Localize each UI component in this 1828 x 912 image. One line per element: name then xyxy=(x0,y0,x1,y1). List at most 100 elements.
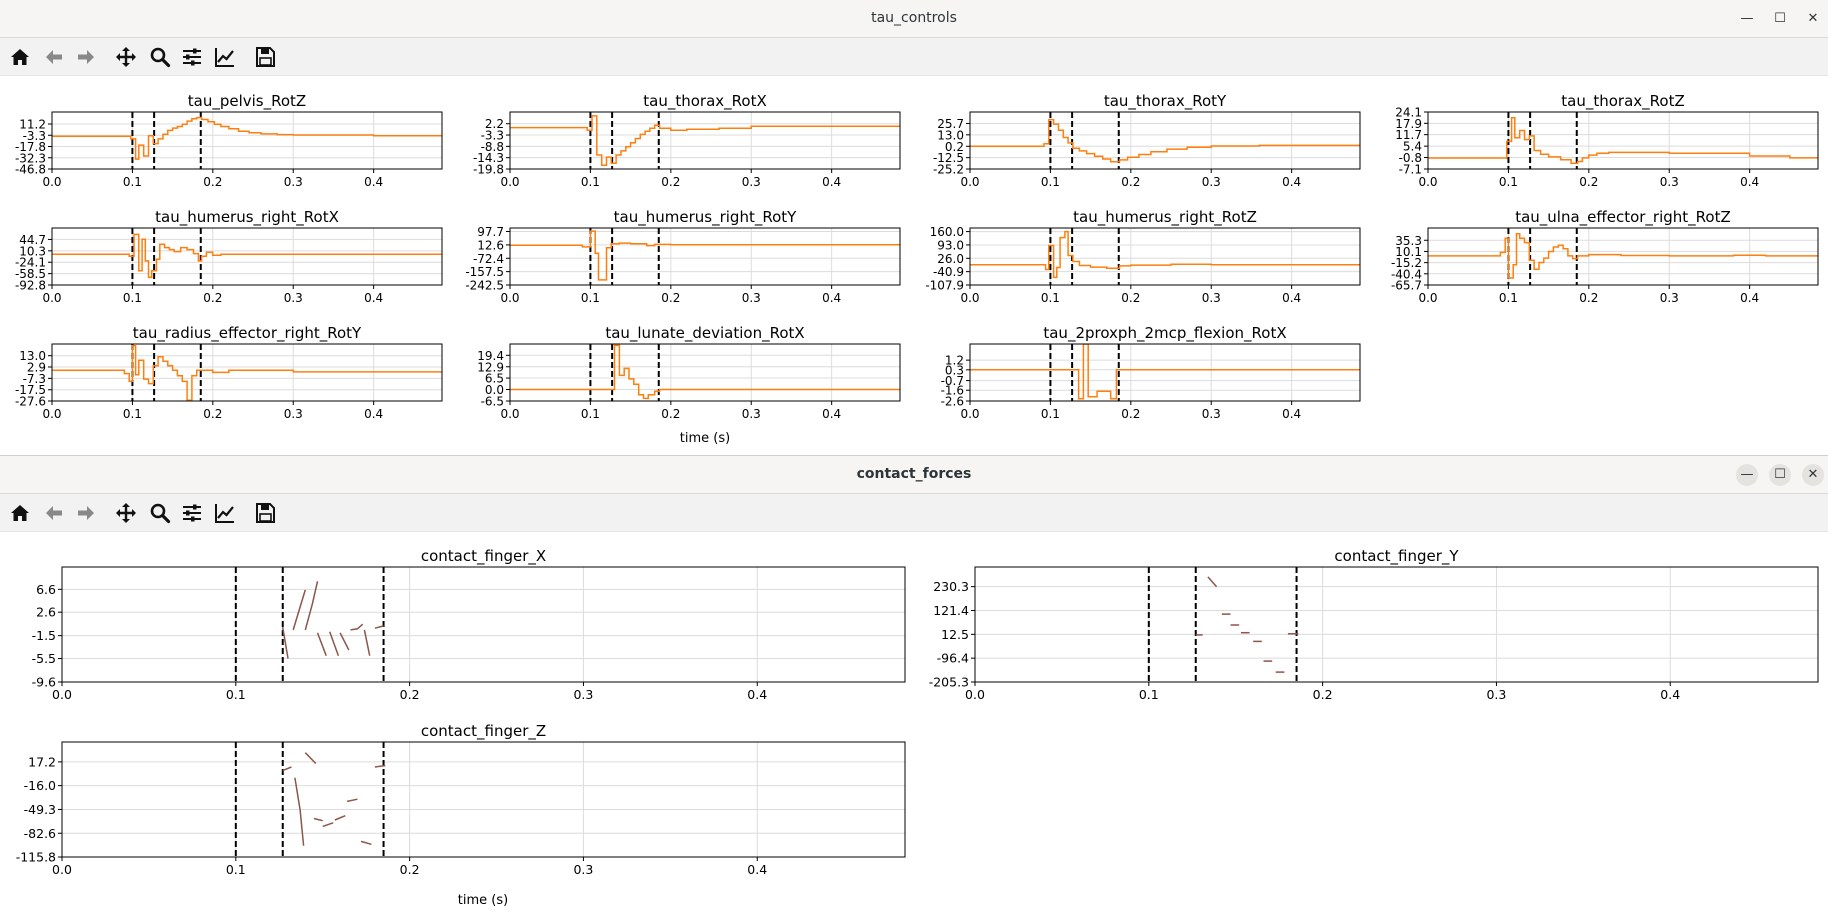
y-tick-label: -24.1 xyxy=(15,256,46,270)
edit-axis-icon xyxy=(215,504,234,523)
axes-frame xyxy=(509,227,901,286)
axes-frame xyxy=(969,227,1361,286)
close-button[interactable]: ✕ xyxy=(1807,11,1819,26)
y-tick-label: 2.6 xyxy=(36,605,56,620)
subplot-title: tau_lunate_deviation_RotX xyxy=(605,324,804,343)
configure-subplots-icon xyxy=(183,504,201,522)
series-line xyxy=(970,118,1360,163)
x-tick-label: 0.2 xyxy=(203,175,222,189)
y-tick-label: 97.7 xyxy=(477,225,504,239)
x-tick-label: 0.2 xyxy=(661,407,680,421)
x-tick-label: 0.3 xyxy=(284,175,303,189)
series-segment xyxy=(360,840,372,846)
subplot-title: contact_finger_X xyxy=(421,547,546,566)
y-tick-label: -157.5 xyxy=(465,265,504,279)
x-tick-label: 0.3 xyxy=(1660,175,1679,189)
configure-subplots-button[interactable] xyxy=(178,43,206,71)
y-tick-label: 93.0 xyxy=(937,238,964,252)
subplot-title: tau_2proxph_2mcp_flexion_RotX xyxy=(1043,324,1286,343)
title-bar[interactable]: tau_controls — ☐ ✕ xyxy=(0,0,1828,38)
zoom-icon xyxy=(150,503,171,524)
y-tick-label: -19.8 xyxy=(473,163,504,177)
title-bar[interactable]: contact_forces — ☐ ✕ xyxy=(0,456,1828,494)
y-tick-label: 17.9 xyxy=(1395,117,1422,131)
close-button[interactable]: ✕ xyxy=(1796,456,1828,493)
home-button[interactable] xyxy=(6,499,34,527)
y-tick-label: 5.4 xyxy=(1403,140,1422,154)
axes-frame xyxy=(1427,111,1819,170)
tau-controls-figure[interactable]: 0.0 0.1 0.2 0.3 0.411.2-3.3-17.8-32.3-46.8ta… xyxy=(0,76,1828,456)
axes-frame xyxy=(1427,227,1819,286)
y-tick-label: -2.6 xyxy=(941,395,964,409)
edit-axis-button[interactable] xyxy=(211,43,239,71)
series-line xyxy=(52,233,442,279)
back-button[interactable] xyxy=(40,43,68,71)
pan-icon xyxy=(116,47,136,67)
back-button[interactable] xyxy=(40,499,68,527)
pan-button[interactable] xyxy=(112,43,140,71)
plot-area xyxy=(510,228,900,285)
contact-forces-figure[interactable]: 0.0 0.1 0.2 0.3 0.4 6.6 2.6 -1.5 -5.5 -9.6 contact… xyxy=(0,532,1828,912)
x-tick-label: 0.4 xyxy=(822,407,841,421)
edit-axis-button[interactable] xyxy=(211,499,239,527)
subplot-title: tau_ulna_effector_right_RotZ xyxy=(1515,208,1731,227)
figure-canvas[interactable]: 0.0 0.1 0.2 0.3 0.4 11.2 -3.3 -17.8 -32.3 -46.8 ta… xyxy=(0,76,1828,456)
figure-canvas[interactable]: 0.0 0.1 0.2 0.3 0.4 6.6 2.6 -1.5 -5.5 -9.6 contact… xyxy=(0,532,1828,912)
configure-subplots-button[interactable] xyxy=(178,499,206,527)
y-tick-label: 10.3 xyxy=(19,244,46,258)
series-segment xyxy=(363,629,371,656)
forward-button[interactable] xyxy=(72,43,100,71)
series-segment xyxy=(294,777,305,846)
save-button[interactable] xyxy=(251,499,279,527)
x-tick-label: 0.4 xyxy=(1740,175,1759,189)
y-tick-label: -14.3 xyxy=(473,151,504,165)
x-tick-label: 0.4 xyxy=(747,862,767,877)
y-tick-label: -3.3 xyxy=(23,129,46,143)
subplot: 0.0 0.1 0.2 0.3 0.4 6.6 2.6 -1.5 -5.5 -9.6 contact… xyxy=(32,547,906,702)
series-segment xyxy=(292,589,307,631)
zoom-button[interactable] xyxy=(146,499,174,527)
y-tick-label: -8.8 xyxy=(481,140,504,154)
plot-area xyxy=(970,344,1360,401)
y-tick-label: 121.4 xyxy=(933,603,969,618)
subplot: 0.0 0.1 0.2 0.3 0.41.20.3-0.7-1.6-2.6tau_2pr… xyxy=(941,324,1361,421)
back-icon xyxy=(46,50,62,64)
x-tick-label: 0.0 xyxy=(42,407,61,421)
pan-button[interactable] xyxy=(112,499,140,527)
y-tick-label: -12.5 xyxy=(933,151,964,165)
x-tick-label: 0.4 xyxy=(822,291,841,305)
x-tick-label: 0.4 xyxy=(822,175,841,189)
home-button[interactable] xyxy=(6,43,34,71)
minimize-button[interactable]: — xyxy=(1740,11,1754,26)
subplot: 0.0 0.1 0.2 0.3 0.4 13.02.9-7.3-17.5-27.6 tau_… xyxy=(15,324,443,421)
y-tick-label: -15.2 xyxy=(1391,256,1422,270)
y-tick-label: -115.8 xyxy=(16,850,56,865)
home-icon xyxy=(11,49,29,65)
plot-area xyxy=(970,228,1360,285)
subplot-title: tau_radius_effector_right_RotY xyxy=(133,324,362,343)
y-tick-label: -27.6 xyxy=(15,395,46,409)
save-button[interactable] xyxy=(251,43,279,71)
x-tick-label: 0.0 xyxy=(1418,291,1437,305)
plot-area xyxy=(1428,112,1818,169)
x-tick-label: 0.1 xyxy=(226,862,246,877)
axes-frame xyxy=(509,343,901,402)
x-tick-label: 0.3 xyxy=(284,291,303,305)
zoom-button[interactable] xyxy=(146,43,174,71)
y-tick-label: -6.5 xyxy=(481,395,504,409)
x-tick-label: 0.2 xyxy=(400,687,420,702)
maximize-button[interactable]: ☐ xyxy=(1774,11,1786,26)
y-tick-label: 26.0 xyxy=(937,252,964,266)
x-tick-label: 0.2 xyxy=(1313,687,1333,702)
maximize-button[interactable]: ☐ xyxy=(1763,456,1797,493)
x-tick-label: 0.1 xyxy=(123,407,142,421)
subplot-title: tau_humerus_right_RotY xyxy=(614,208,797,227)
forward-button[interactable] xyxy=(72,499,100,527)
y-tick-label: -82.6 xyxy=(24,826,56,841)
y-tick-label: -107.9 xyxy=(925,279,964,293)
minimize-button[interactable]: — xyxy=(1730,456,1764,493)
y-tick-label: 6.6 xyxy=(36,582,56,597)
y-tick-label: -92.8 xyxy=(15,279,46,293)
x-tick-label: 0.4 xyxy=(747,687,767,702)
plot-area xyxy=(52,228,442,285)
